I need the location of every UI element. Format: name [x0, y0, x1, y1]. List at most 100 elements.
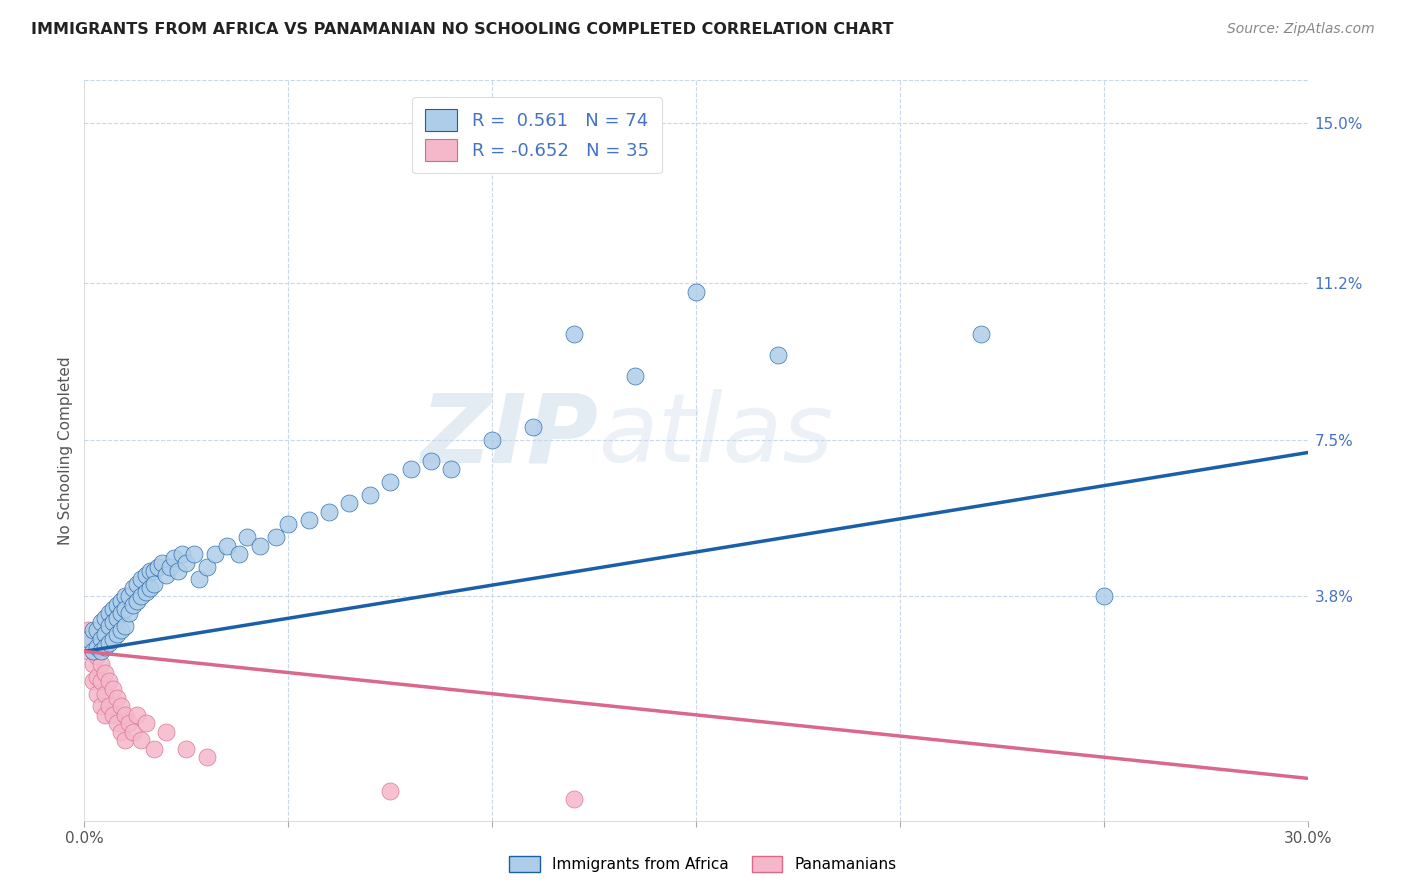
- Point: [236, 530, 259, 544]
- Point: [142, 576, 165, 591]
- Point: [183, 547, 205, 561]
- Point: [766, 348, 789, 362]
- Point: [101, 602, 124, 616]
- Point: [101, 632, 124, 646]
- Point: [150, 556, 173, 570]
- Point: [118, 716, 141, 731]
- Point: [86, 640, 108, 655]
- Point: [187, 573, 209, 587]
- Point: [155, 724, 177, 739]
- Point: [142, 564, 165, 578]
- Point: [93, 707, 115, 722]
- Y-axis label: No Schooling Completed: No Schooling Completed: [58, 356, 73, 545]
- Point: [481, 433, 503, 447]
- Point: [105, 690, 128, 705]
- Point: [101, 615, 124, 629]
- Point: [77, 644, 100, 658]
- Point: [90, 657, 112, 672]
- Point: [86, 624, 108, 638]
- Point: [131, 733, 153, 747]
- Point: [174, 741, 197, 756]
- Point: [318, 505, 340, 519]
- Point: [82, 673, 104, 688]
- Point: [90, 673, 112, 688]
- Point: [172, 547, 194, 561]
- Point: [110, 624, 132, 638]
- Point: [204, 547, 226, 561]
- Point: [1092, 590, 1115, 604]
- Point: [420, 454, 443, 468]
- Point: [163, 551, 186, 566]
- Point: [277, 517, 299, 532]
- Point: [135, 716, 157, 731]
- Point: [90, 615, 112, 629]
- Point: [77, 624, 100, 638]
- Point: [101, 682, 124, 697]
- Point: [167, 564, 190, 578]
- Point: [97, 607, 120, 621]
- Point: [97, 619, 120, 633]
- Text: Source: ZipAtlas.com: Source: ZipAtlas.com: [1227, 22, 1375, 37]
- Point: [90, 632, 112, 646]
- Point: [122, 724, 145, 739]
- Point: [86, 687, 108, 701]
- Point: [82, 644, 104, 658]
- Point: [195, 750, 218, 764]
- Point: [685, 285, 707, 299]
- Point: [93, 640, 115, 655]
- Point: [86, 648, 108, 663]
- Point: [195, 559, 218, 574]
- Point: [97, 673, 120, 688]
- Point: [339, 496, 361, 510]
- Text: ZIP: ZIP: [420, 389, 598, 483]
- Point: [146, 559, 169, 574]
- Point: [97, 636, 120, 650]
- Point: [562, 792, 585, 806]
- Point: [118, 590, 141, 604]
- Point: [131, 573, 153, 587]
- Point: [105, 627, 128, 641]
- Point: [97, 699, 120, 714]
- Point: [82, 632, 104, 646]
- Point: [127, 593, 149, 607]
- Point: [93, 627, 115, 641]
- Point: [122, 598, 145, 612]
- Point: [440, 462, 463, 476]
- Point: [110, 607, 132, 621]
- Point: [174, 556, 197, 570]
- Point: [110, 724, 132, 739]
- Point: [105, 598, 128, 612]
- Point: [122, 581, 145, 595]
- Point: [138, 581, 160, 595]
- Point: [135, 568, 157, 582]
- Point: [131, 590, 153, 604]
- Point: [562, 327, 585, 342]
- Point: [159, 559, 181, 574]
- Legend: R =  0.561   N = 74, R = -0.652   N = 35: R = 0.561 N = 74, R = -0.652 N = 35: [412, 96, 662, 173]
- Point: [82, 657, 104, 672]
- Point: [105, 610, 128, 624]
- Point: [249, 539, 271, 553]
- Point: [77, 632, 100, 646]
- Text: atlas: atlas: [598, 389, 834, 483]
- Point: [114, 619, 136, 633]
- Point: [127, 707, 149, 722]
- Point: [155, 568, 177, 582]
- Point: [127, 576, 149, 591]
- Point: [138, 564, 160, 578]
- Point: [93, 610, 115, 624]
- Point: [624, 369, 647, 384]
- Point: [217, 539, 239, 553]
- Point: [135, 585, 157, 599]
- Point: [114, 602, 136, 616]
- Point: [105, 716, 128, 731]
- Point: [90, 644, 112, 658]
- Point: [93, 665, 115, 680]
- Point: [359, 488, 381, 502]
- Point: [82, 624, 104, 638]
- Point: [380, 784, 402, 798]
- Point: [90, 699, 112, 714]
- Point: [93, 687, 115, 701]
- Text: IMMIGRANTS FROM AFRICA VS PANAMANIAN NO SCHOOLING COMPLETED CORRELATION CHART: IMMIGRANTS FROM AFRICA VS PANAMANIAN NO …: [31, 22, 893, 37]
- Point: [264, 530, 287, 544]
